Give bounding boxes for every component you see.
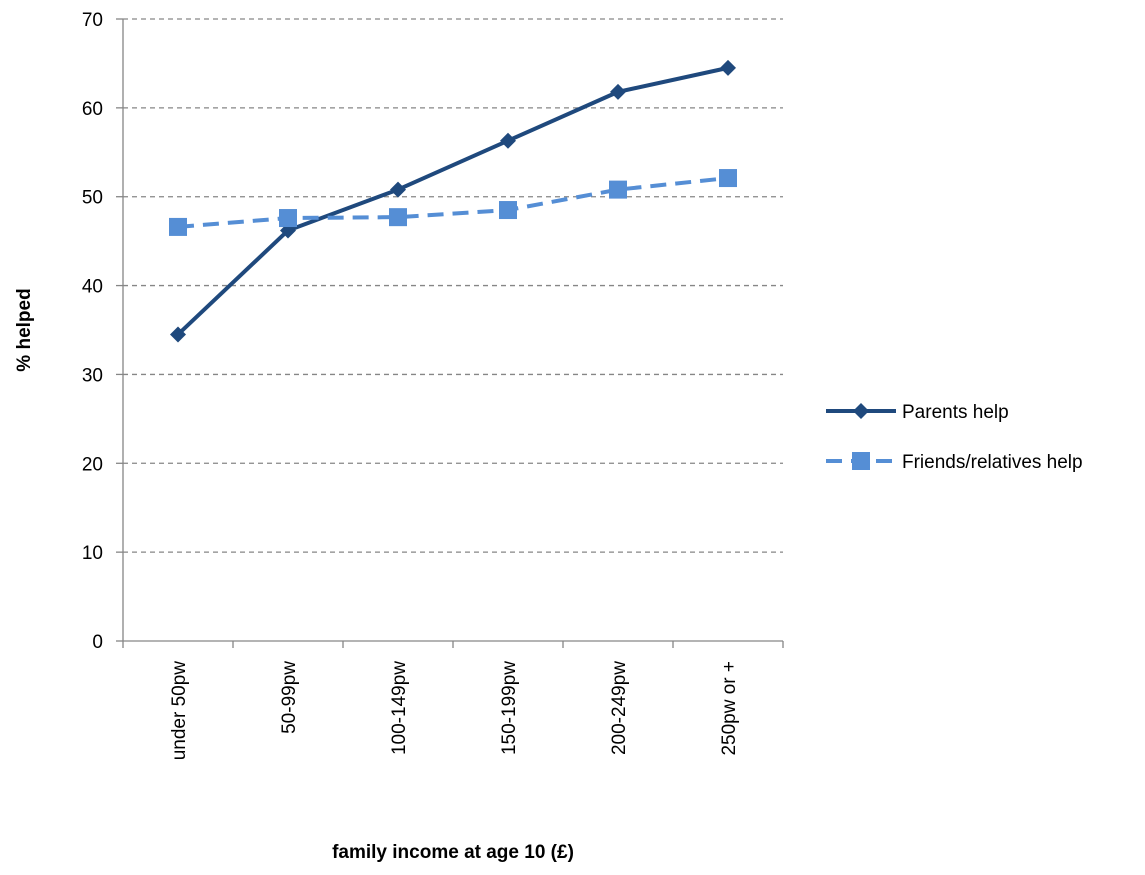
series-line: [177, 176, 729, 229]
data-point: [499, 201, 517, 220]
data-point: [609, 180, 627, 199]
legend-marker: [852, 452, 870, 470]
x-tick-label: 100-149pw: [389, 661, 410, 755]
x-tick-label: 50-99pw: [279, 661, 300, 734]
x-tick-label: 150-199pw: [499, 661, 520, 755]
data-point: [279, 209, 297, 228]
legend-label: Friends/relatives help: [902, 452, 1083, 473]
series-line: [176, 65, 729, 336]
x-axis-title: family income at age 10 (£): [332, 842, 574, 863]
data-point: [500, 132, 516, 149]
y-tick-label: 50: [82, 188, 103, 209]
series-2: [169, 169, 737, 236]
legend-marker: [853, 403, 869, 419]
legend-label: Parents help: [902, 402, 1009, 423]
x-tick-label: 200-249pw: [609, 661, 630, 755]
y-axis-title: % helped: [14, 288, 35, 371]
y-tick-label: 40: [82, 277, 103, 298]
data-point: [719, 169, 737, 188]
x-tick-label: under 50pw: [169, 661, 190, 761]
y-tick-label: 70: [82, 10, 103, 31]
y-tick-label: 20: [82, 454, 103, 475]
data-point: [390, 181, 406, 198]
legend: Parents help Friends/relatives help: [826, 402, 1083, 473]
series-1: [170, 59, 736, 343]
axes: 0 10 20 30 40 50 60 70 under 50pw 50-99pw 100-149p…: [82, 10, 784, 761]
data-point: [610, 83, 626, 100]
y-tick-label: 0: [92, 632, 103, 653]
data-point: [389, 208, 407, 227]
data-point: [169, 217, 187, 236]
series-group: [169, 59, 737, 343]
gridlines: [123, 18, 783, 553]
y-tick-label: 60: [82, 99, 103, 120]
legend-item: Friends/relatives help: [826, 452, 1083, 473]
legend-item: Parents help: [826, 402, 1009, 423]
data-point: [170, 326, 186, 343]
y-tick-label: 10: [82, 543, 103, 564]
y-tick-label: 30: [82, 365, 103, 386]
data-point: [720, 59, 736, 76]
x-tick-label: 250pw or +: [719, 661, 740, 756]
